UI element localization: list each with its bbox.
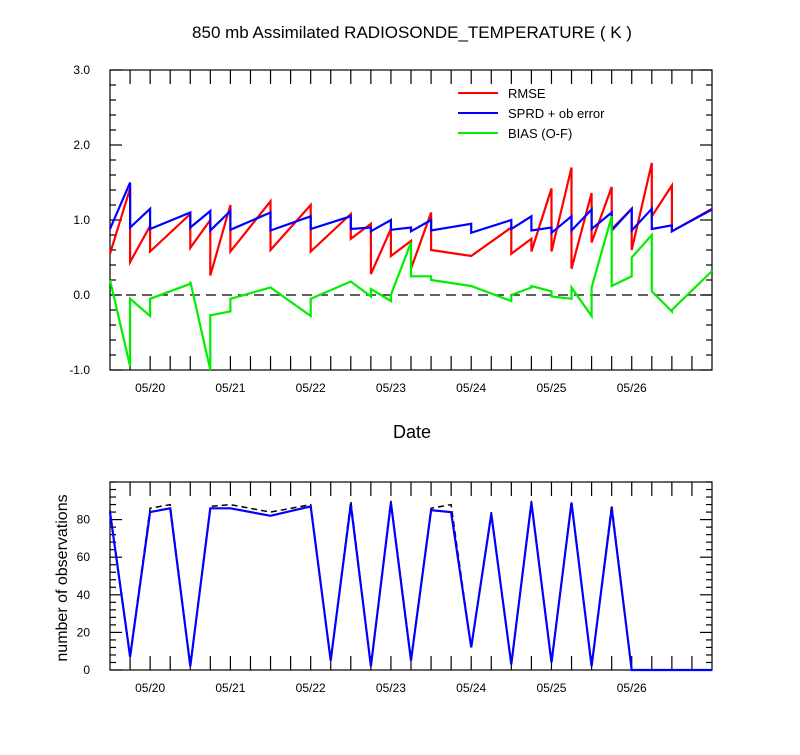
bottom-plot-frame xyxy=(109,481,713,671)
top-panel: 850 mb Assimilated RADIOSONDE_TEMPERATUR… xyxy=(69,23,713,442)
x-tick-label: 05/26 xyxy=(617,681,647,695)
x-tick-label: 05/21 xyxy=(215,681,245,695)
x-tick-label: 05/25 xyxy=(536,681,566,695)
y-tick-label: 20 xyxy=(77,625,91,639)
bottom-ticks xyxy=(110,481,712,671)
x-tick-label: 05/22 xyxy=(296,381,326,395)
x-tick-label: 05/24 xyxy=(456,381,486,395)
y-tick-label: 60 xyxy=(77,550,91,564)
x-tick-label: 05/21 xyxy=(215,381,245,395)
x-tick-label: 05/20 xyxy=(135,381,165,395)
bottom-y-tick-labels: 0 20 40 60 80 xyxy=(77,513,91,677)
top-y-tick-labels: -1.0 0.0 1.0 2.0 3.0 xyxy=(69,63,90,377)
x-tick-label: 05/23 xyxy=(376,381,406,395)
legend-entry: RMSE xyxy=(508,86,546,101)
x-tick-label: 05/22 xyxy=(296,681,326,695)
series-line-sprd-ob-error xyxy=(108,182,713,236)
bottom-series xyxy=(108,500,712,672)
bottom-panel: 0 20 40 60 80 05/20 05/21 05/22 05/23 05/24 05/25… xyxy=(54,481,713,695)
y-tick-label: 0.0 xyxy=(73,288,90,302)
x-tick-label: 05/24 xyxy=(456,681,486,695)
y-tick-label: 80 xyxy=(77,513,91,527)
legend-entry: BIAS (O-F) xyxy=(508,126,572,141)
bottom-y-axis-label: number of observations xyxy=(54,494,71,661)
series-line-bias-o-f xyxy=(108,216,713,371)
x-tick-label: 05/25 xyxy=(536,381,566,395)
top-series xyxy=(108,162,713,371)
x-tick-label: 05/20 xyxy=(135,681,165,695)
x-tick-label: 05/26 xyxy=(617,381,647,395)
x-tick-label: 05/23 xyxy=(376,681,406,695)
bottom-x-tick-labels: 05/20 05/21 05/22 05/23 05/24 05/25 05/26 xyxy=(135,681,647,695)
legend-entry: SPRD + ob error xyxy=(508,106,605,121)
y-tick-label: 3.0 xyxy=(73,63,90,77)
y-tick-label: 0 xyxy=(83,663,90,677)
y-tick-label: -1.0 xyxy=(69,363,90,377)
legend: RMSE SPRD + ob error BIAS (O-F) xyxy=(458,86,605,141)
top-x-tick-labels: 05/20 05/21 05/22 05/23 05/24 05/25 05/26 xyxy=(135,381,647,395)
top-ticks xyxy=(110,69,712,371)
chart-title: 850 mb Assimilated RADIOSONDE_TEMPERATUR… xyxy=(192,23,632,42)
y-tick-label: 1.0 xyxy=(73,213,90,227)
series-line-series-1 xyxy=(108,502,712,672)
x-axis-label: Date xyxy=(393,422,431,442)
y-tick-label: 40 xyxy=(77,588,91,602)
y-tick-label: 2.0 xyxy=(73,138,90,152)
